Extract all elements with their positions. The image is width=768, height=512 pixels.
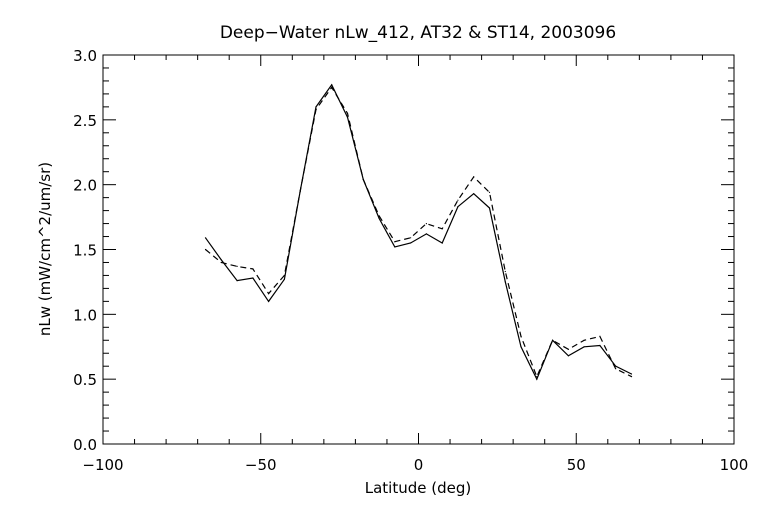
data-point-solid xyxy=(504,281,506,283)
data-point-dashed xyxy=(473,176,475,178)
data-point-dashed xyxy=(268,293,270,295)
data-point-solid xyxy=(441,242,443,244)
y-tick-label: 2.5 xyxy=(73,112,97,130)
data-point-dashed xyxy=(457,199,459,201)
data-point-dashed xyxy=(504,270,506,273)
data-point-solid xyxy=(567,355,570,357)
data-point-dashed xyxy=(252,268,254,270)
x-tick-label: 50 xyxy=(567,456,586,474)
data-point-solid xyxy=(615,365,617,367)
x-tick-label: −100 xyxy=(82,456,123,474)
data-point-solid xyxy=(220,259,222,261)
data-point-dashed xyxy=(630,376,633,378)
data-point-dashed xyxy=(204,248,207,251)
y-axis-label: nLw (mW/cm^2/um/sr) xyxy=(36,162,54,336)
data-point-dashed xyxy=(520,335,522,337)
data-point-dashed xyxy=(425,223,427,225)
y-tick-label: 3.0 xyxy=(73,47,97,65)
data-point-dashed xyxy=(583,339,585,341)
axis-ticks xyxy=(102,54,735,445)
series-line-dashed xyxy=(205,86,632,379)
data-point-solid xyxy=(410,242,412,244)
data-point-solid xyxy=(457,206,459,208)
y-tick-label: 1.0 xyxy=(73,306,97,324)
data-point-solid xyxy=(473,193,475,195)
data-point-solid xyxy=(425,233,427,235)
data-point-solid xyxy=(599,344,601,347)
data-point-dashed xyxy=(331,86,333,88)
x-tick-labels: −100 −50 0 50 100 xyxy=(82,456,748,474)
y-tick-label: 0.0 xyxy=(73,436,97,454)
data-point-solid xyxy=(394,246,396,248)
series-line-solid xyxy=(205,83,632,381)
data-point-solid xyxy=(252,277,254,279)
data-point-solid xyxy=(630,373,633,375)
x-tick-label: 0 xyxy=(414,456,424,474)
data-point-solid xyxy=(520,346,522,348)
data-point-solid xyxy=(268,300,270,302)
data-point-dashed xyxy=(552,339,554,341)
data-point-dashed xyxy=(536,376,538,378)
data-point-solid xyxy=(204,237,207,239)
data-point-dashed xyxy=(394,241,396,243)
y-tick-labels: 0.0 0.5 1.0 1.5 2.0 2.5 3.0 xyxy=(73,47,97,454)
data-point-solid xyxy=(331,84,333,86)
y-tick-label: 2.0 xyxy=(73,177,97,195)
data-point-solid xyxy=(236,280,238,282)
data-point-dashed xyxy=(283,274,285,276)
data-point-solid xyxy=(283,278,285,280)
x-tick-label: −50 xyxy=(245,456,277,474)
data-point-dashed xyxy=(378,215,380,217)
data-point-dashed xyxy=(615,368,617,370)
data-point-dashed xyxy=(362,178,364,181)
x-tick-label: 100 xyxy=(720,456,749,474)
data-point-dashed xyxy=(488,191,491,193)
data-point-dashed xyxy=(567,348,570,350)
data-point-dashed xyxy=(236,265,238,267)
plot-frame xyxy=(102,54,735,445)
x-axis-label: Latitude (deg) xyxy=(365,479,471,497)
series-layer xyxy=(204,83,633,381)
data-point-dashed xyxy=(599,335,601,337)
data-point-dashed xyxy=(410,237,412,239)
chart-title: Deep−Water nLw_412, AT32 & ST14, 2003096 xyxy=(220,23,616,43)
data-point-solid xyxy=(315,106,317,108)
data-point-dashed xyxy=(220,261,222,264)
y-tick-label: 1.5 xyxy=(73,242,97,260)
data-point-dashed xyxy=(346,112,349,114)
data-point-solid xyxy=(378,217,380,219)
y-tick-label: 0.5 xyxy=(73,371,97,389)
data-point-dashed xyxy=(441,228,443,230)
data-point-solid xyxy=(583,346,585,348)
data-point-dashed xyxy=(315,108,317,111)
data-point-dashed xyxy=(299,190,301,192)
data-point-solid xyxy=(536,378,538,380)
data-point-solid xyxy=(488,207,491,209)
